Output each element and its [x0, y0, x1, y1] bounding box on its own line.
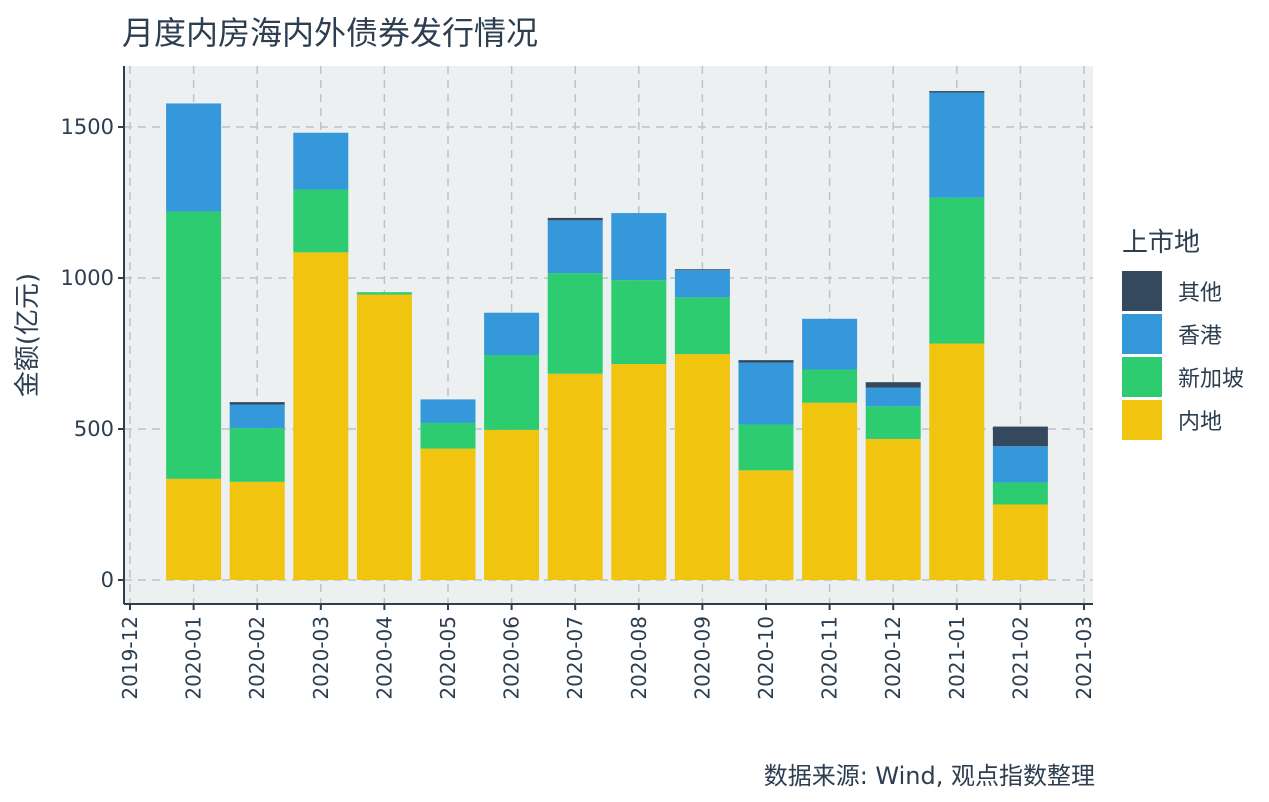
x-tick-label: 2020-11 [818, 616, 842, 700]
y-tick-label: 0 [101, 568, 114, 592]
legend-label: 新加坡 [1178, 366, 1245, 392]
x-tick-label: 2020-05 [436, 616, 460, 700]
bar-segment [865, 382, 921, 388]
legend-item: 香港 [1122, 312, 1244, 355]
x-tick-label: 2020-03 [309, 616, 333, 700]
y-axis-label: 金额(亿元) [13, 273, 43, 397]
bar-segment [738, 362, 794, 425]
bar-segment [865, 387, 921, 407]
legend-swatch [1122, 356, 1162, 397]
legend-label: 内地 [1178, 409, 1223, 435]
bar-segment [992, 504, 1048, 580]
bar-segment [611, 213, 667, 281]
bar-segment [229, 404, 285, 429]
bar-segment [865, 438, 921, 580]
axes [123, 66, 1093, 605]
x-tick-label: 2020-04 [372, 616, 396, 700]
bar-segment [802, 318, 858, 370]
bar-segment [166, 211, 222, 479]
bar-segment [356, 292, 412, 295]
bar-segment [420, 448, 476, 580]
legend-swatch [1122, 313, 1162, 354]
bar-segment [293, 189, 349, 253]
bar-segment [547, 220, 603, 274]
x-tick-label: 2020-10 [754, 616, 778, 700]
bar-segment [738, 424, 794, 471]
x-tick-label: 2020-02 [245, 616, 269, 700]
bar-segment [611, 364, 667, 580]
x-tick-label: 2019-12 [118, 616, 142, 700]
legend-swatch [1122, 270, 1162, 311]
bar-segment [420, 422, 476, 449]
y-tick-label: 1000 [61, 266, 114, 290]
x-ticks: 2019-12 2020-01 2020-02 2020-03 2020-04 2020-… [118, 604, 1096, 700]
legend-items: 其他 香港 新加坡 内地 [1122, 269, 1244, 441]
legend-title: 上市地 [1122, 228, 1201, 258]
x-tick-label: 2020-06 [500, 616, 524, 700]
bar-segment [293, 132, 349, 190]
bar-segment [674, 354, 730, 580]
bar-segment [992, 426, 1048, 447]
bar-segment [738, 470, 794, 580]
y-tick-label: 1500 [61, 115, 114, 139]
bar-segment [420, 399, 476, 423]
bar-segment [229, 402, 285, 405]
x-tick-label: 2020-07 [563, 616, 587, 700]
bar-segment [929, 91, 985, 93]
x-tick-label: 2020-01 [182, 616, 206, 700]
bar-segment [929, 92, 985, 198]
bar-segment [356, 294, 412, 580]
x-tick-label: 2020-08 [627, 616, 651, 700]
bar-segment [547, 273, 603, 374]
bar-segment [484, 355, 540, 430]
bar-segment [674, 269, 730, 271]
bar-segment [547, 373, 603, 580]
bar-segment [674, 270, 730, 298]
bars [166, 91, 1048, 580]
bar-segment [484, 312, 540, 356]
bar-segment [166, 478, 222, 580]
bar-segment [484, 429, 540, 580]
x-tick-label: 2020-12 [881, 616, 905, 700]
x-tick-label: 2021-01 [945, 616, 969, 700]
bar-segment [992, 482, 1048, 505]
y-ticks: 0 500 1000 1500 [61, 115, 124, 592]
x-tick-label: 2020-09 [690, 616, 714, 700]
bar-segment [865, 406, 921, 439]
bar-segment [802, 369, 858, 403]
bar-segment [229, 428, 285, 482]
bar-segment [738, 360, 794, 363]
bar-segment [674, 297, 730, 355]
legend-item: 新加坡 [1122, 355, 1244, 398]
legend-label: 香港 [1178, 323, 1223, 349]
bar-segment [929, 343, 985, 580]
bar-segment [547, 217, 603, 221]
source-caption: 数据来源: Wind, 观点指数整理 [763, 762, 1095, 790]
x-tick-label: 2021-02 [1008, 616, 1032, 700]
bar-segment [293, 252, 349, 580]
bar-segment [929, 197, 985, 344]
chart-title: 月度内房海内外债券发行情况 [122, 14, 539, 52]
legend-item: 内地 [1122, 398, 1244, 441]
legend: 上市地 其他香港新加坡内地 [1122, 222, 1244, 441]
bar-segment [229, 481, 285, 580]
bar-segment [166, 103, 222, 212]
x-tick-label: 2021-03 [1072, 616, 1096, 700]
bar-segment [802, 402, 858, 580]
legend-label: 其他 [1178, 280, 1223, 306]
y-tick-label: 500 [74, 417, 114, 441]
legend-swatch [1122, 399, 1162, 440]
bar-segment [992, 446, 1048, 483]
bar-segment [611, 280, 667, 365]
legend-item: 其他 [1122, 269, 1244, 312]
